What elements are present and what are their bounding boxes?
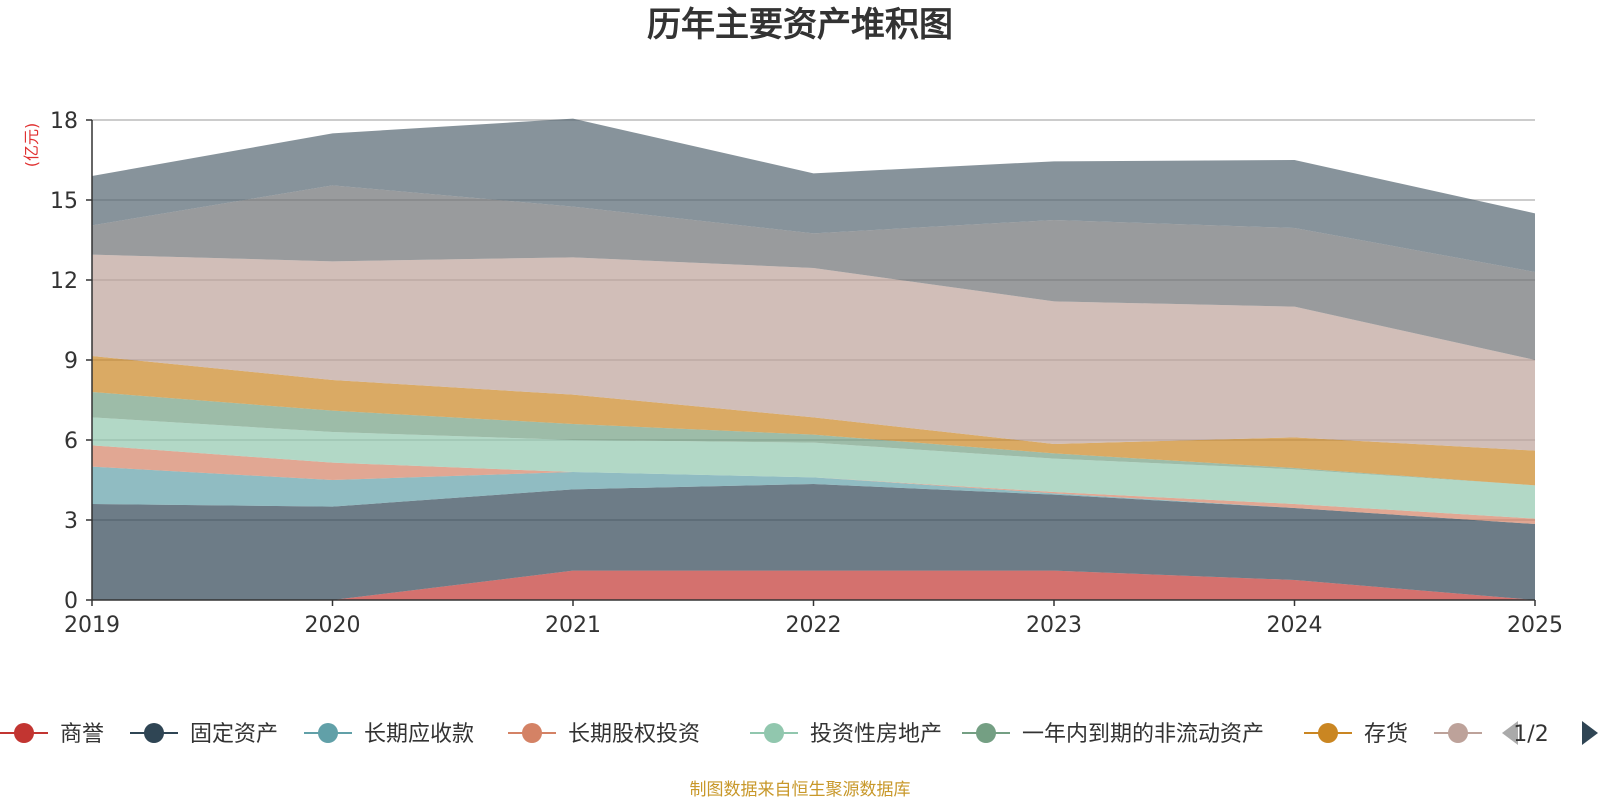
legend-circle-marker: [14, 723, 34, 743]
area-series-2: [92, 484, 1535, 600]
legend-next-page-icon[interactable]: [1582, 721, 1598, 745]
legend-item[interactable]: 存货: [1304, 722, 1408, 747]
legend-item[interactable]: [1434, 723, 1482, 743]
y-axis-ticks: 0 3 6 9 12 15 18: [50, 109, 92, 614]
legend: 商誉 固定资产 长期应收款 长期股权投资 投资性房地产 一年内到期的非流动资产 存货: [0, 722, 1482, 747]
x-tick-label: 2019: [64, 613, 120, 638]
data-source-note: 制图数据来自恒生聚源数据库: [690, 780, 911, 800]
legend-item[interactable]: 投资性房地产: [750, 722, 942, 747]
area-series-1: [92, 570, 1535, 600]
legend-label: 固定资产: [190, 722, 278, 747]
legend-circle-marker: [522, 723, 542, 743]
y-tick-label: 6: [64, 429, 78, 454]
legend-circle-marker: [318, 723, 338, 743]
legend-label: 投资性房地产: [810, 722, 942, 747]
area-series-6: [92, 392, 1535, 486]
legend-circle-marker: [764, 723, 784, 743]
y-axis-unit-label: (亿元): [22, 123, 41, 168]
x-tick-label: 2022: [786, 613, 842, 638]
y-tick-label: 12: [50, 269, 78, 294]
x-tick-label: 2024: [1267, 613, 1323, 638]
legend-circle-marker: [144, 723, 164, 743]
y-tick-label: 9: [64, 349, 78, 374]
legend-label: 一年内到期的非流动资产: [1022, 722, 1264, 747]
legend-circle-marker: [1318, 723, 1338, 743]
x-tick-label: 2023: [1026, 613, 1082, 638]
legend-circle-marker: [1448, 723, 1468, 743]
legend-pager: 1/2: [1502, 721, 1598, 747]
legend-label: 长期应收款: [364, 722, 474, 747]
legend-item[interactable]: 一年内到期的非流动资产: [962, 722, 1264, 747]
legend-item[interactable]: 固定资产: [130, 722, 278, 747]
legend-item[interactable]: 长期应收款: [304, 722, 474, 747]
area-series-9: [92, 185, 1535, 360]
area-series-3: [92, 466, 1535, 524]
legend-page-indicator: 1/2: [1513, 722, 1548, 747]
area-series-7: [92, 356, 1535, 486]
y-tick-label: 0: [64, 589, 78, 614]
x-tick-label: 2020: [305, 613, 361, 638]
area-series-5: [92, 417, 1535, 519]
legend-label: 商誉: [60, 722, 104, 747]
y-tick-label: 3: [64, 509, 78, 534]
area-series-group: [92, 118, 1535, 600]
y-tick-label: 18: [50, 109, 78, 134]
chart-title: 历年主要资产堆积图: [647, 5, 953, 45]
legend-item[interactable]: 长期股权投资: [508, 722, 700, 747]
area-series-8: [92, 254, 1535, 451]
y-tick-label: 15: [50, 189, 78, 214]
legend-circle-marker: [976, 723, 996, 743]
area-series-10: [92, 118, 1535, 273]
x-tick-label: 2021: [545, 613, 601, 638]
legend-label: 长期股权投资: [568, 722, 700, 747]
legend-label: 存货: [1364, 722, 1408, 747]
legend-prev-page-icon[interactable]: [1502, 721, 1518, 745]
x-axis-ticks: 2019 2020 2021 2022 2023 2024 2025: [64, 600, 1563, 638]
x-tick-label: 2025: [1507, 613, 1563, 638]
legend-item[interactable]: 商誉: [0, 722, 104, 747]
